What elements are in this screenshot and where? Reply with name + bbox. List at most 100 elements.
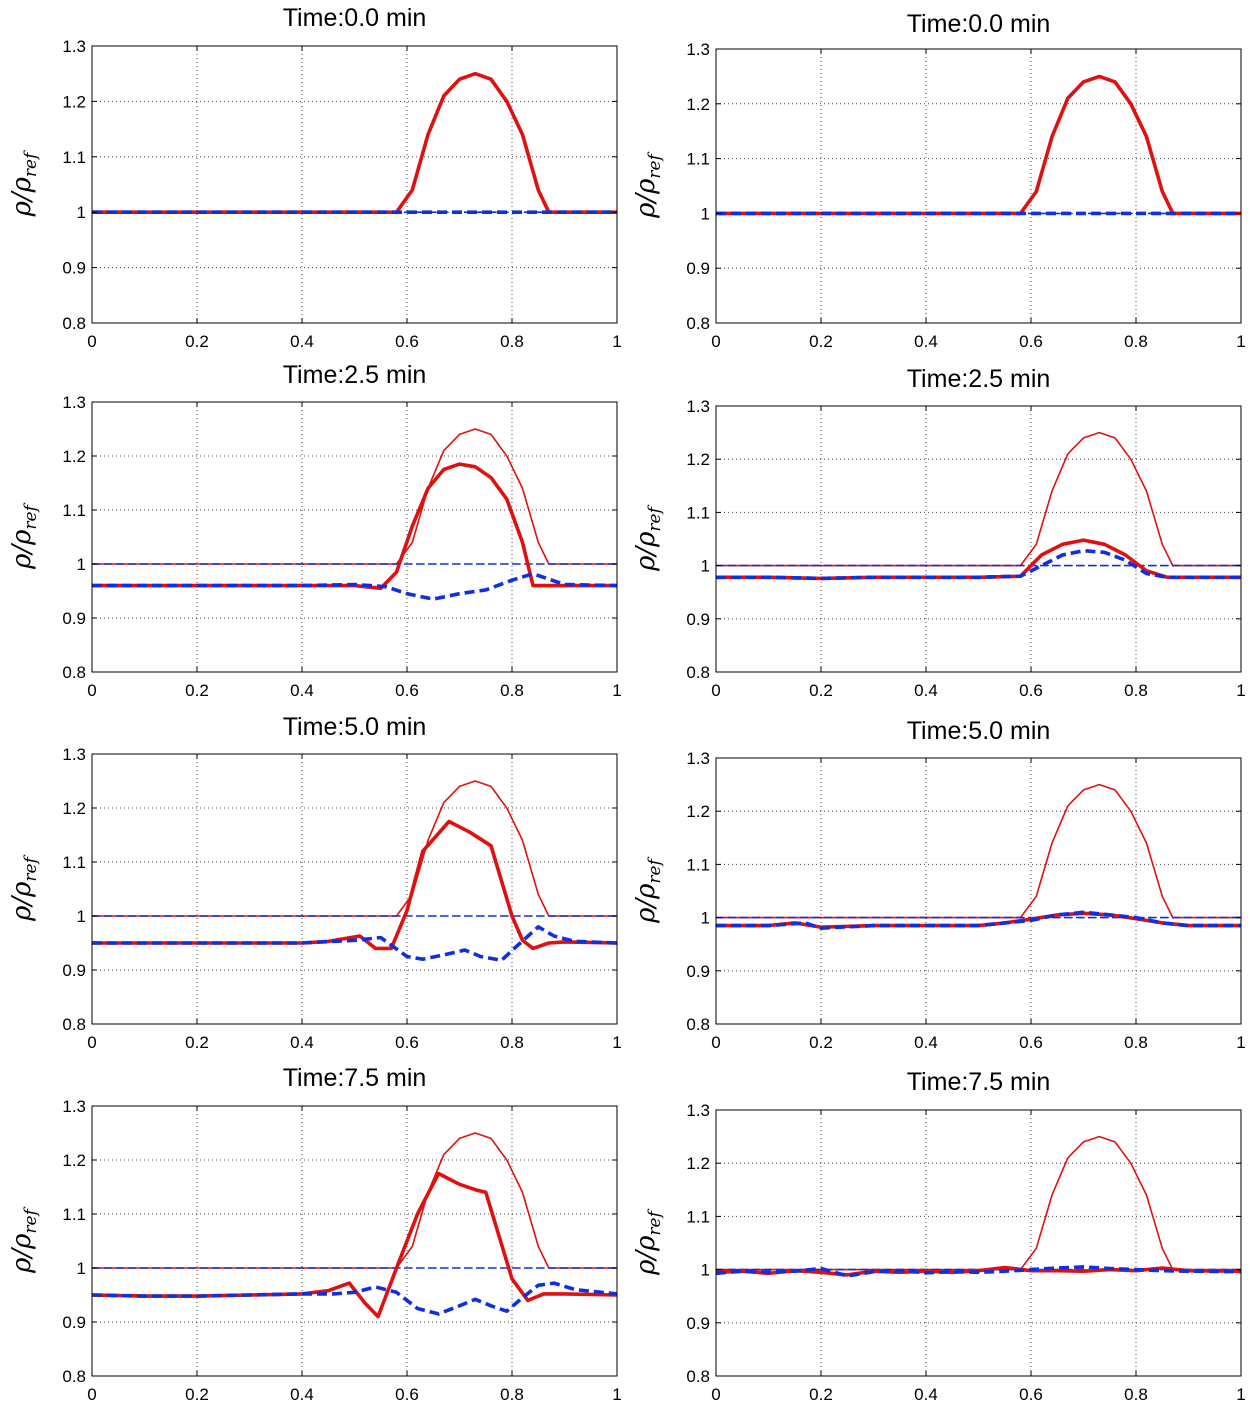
y-tick-label: 0.8 — [62, 314, 86, 333]
y-axis-label: ρ/ρref — [631, 856, 665, 924]
plot-area — [716, 1110, 1241, 1376]
y-tick-label: 1.2 — [686, 95, 710, 114]
y-tick-label: 1.3 — [686, 1101, 710, 1120]
chart-panel: 0 0.2 0.4 0.6 0.8 1 0.8 0.9 1 1.1 1.2 1.3 Time:2.5 m… — [7, 361, 622, 700]
x-tick-label: 0.2 — [809, 332, 833, 351]
y-tick-label: 1.1 — [62, 148, 86, 167]
chart-title: Time:7.5 min — [283, 1064, 427, 1092]
x-tick-label: 0 — [711, 681, 720, 700]
y-axis-label: ρ/ρref — [631, 151, 665, 219]
series-line-blue-current — [92, 571, 618, 601]
plot-area — [716, 406, 1241, 672]
y-tick-label: 1.1 — [62, 501, 86, 520]
x-tick-label: 0.6 — [395, 1385, 419, 1404]
y-tick-label: 0.8 — [686, 1367, 710, 1386]
series-line-blue-current — [92, 924, 618, 963]
y-tick-label: 0.8 — [686, 1015, 710, 1034]
x-tick-label: 0.8 — [1124, 1385, 1148, 1404]
y-tick-label: 1 — [701, 557, 710, 576]
y-tick-label: 1.1 — [686, 1207, 710, 1226]
y-axis-label: ρ/ρref — [7, 1206, 41, 1274]
axes-frame — [91, 1105, 618, 1377]
x-tick-label: 1 — [612, 1385, 621, 1404]
x-tick-label: 0.6 — [395, 332, 419, 351]
y-tick-label: 1 — [77, 907, 86, 926]
plot-area — [92, 754, 617, 1024]
chart-panel: 0 0.2 0.4 0.6 0.8 1 0.8 0.9 1 1.1 1.2 1.3 Time:7.5 m… — [7, 1064, 622, 1404]
axes-frame — [715, 48, 1242, 324]
x-tick-label: 0.8 — [500, 332, 524, 351]
x-tick-label: 0.2 — [809, 1385, 833, 1404]
y-tick-label: 1.3 — [686, 40, 710, 59]
x-tick-label: 0.8 — [500, 681, 524, 700]
y-tick-label: 0.8 — [686, 663, 710, 682]
series-line-blue-current — [715, 1265, 1242, 1278]
y-tick-label: 1.3 — [62, 37, 86, 56]
y-tick-label: 0.8 — [686, 314, 710, 333]
axes-frame — [715, 1109, 1242, 1377]
y-tick-label: 0.9 — [686, 259, 710, 278]
y-tick-label: 1.1 — [686, 855, 710, 874]
x-tick-label: 0.4 — [914, 1385, 938, 1404]
x-tick-label: 1 — [612, 332, 621, 351]
y-tick-label: 1.3 — [686, 749, 710, 768]
y-tick-label: 1 — [701, 909, 710, 928]
x-tick-label: 0 — [711, 1385, 720, 1404]
y-axis-label: ρ/ρref — [631, 504, 665, 572]
y-tick-label: 0.9 — [686, 610, 710, 629]
x-tick-label: 0 — [87, 681, 96, 700]
x-tick-label: 0.8 — [500, 1385, 524, 1404]
x-tick-label: 0.6 — [1019, 332, 1043, 351]
x-tick-label: 0 — [87, 1033, 96, 1052]
x-tick-label: 0 — [711, 332, 720, 351]
y-tick-label: 0.8 — [62, 1015, 86, 1034]
y-tick-label: 1.1 — [62, 853, 86, 872]
x-tick-label: 0.2 — [809, 681, 833, 700]
x-tick-label: 0.8 — [1124, 332, 1148, 351]
chart-panel: 0 0.2 0.4 0.6 0.8 1 0.8 0.9 1 1.1 1.2 1.3 Time:0.0 m… — [631, 10, 1246, 351]
y-tick-label: 1.3 — [686, 397, 710, 416]
x-tick-label: 0.8 — [1124, 681, 1148, 700]
x-tick-label: 0.6 — [395, 1033, 419, 1052]
chart-panel: 0 0.2 0.4 0.6 0.8 1 0.8 0.9 1 1.1 1.2 1.3 Time:5.0 m… — [7, 713, 622, 1052]
chart-panel: 0 0.2 0.4 0.6 0.8 1 0.8 0.9 1 1.1 1.2 1.3 Time:2.5 m… — [631, 365, 1246, 700]
chart-panel: 0 0.2 0.4 0.6 0.8 1 0.8 0.9 1 1.1 1.2 1.3 Time:0.0 m… — [7, 4, 622, 351]
y-tick-label: 1 — [701, 1261, 710, 1280]
y-axis-label: ρ/ρref — [7, 150, 41, 218]
plot-area — [92, 1106, 617, 1376]
chart-title: Time:2.5 min — [907, 365, 1051, 393]
y-tick-label: 1.3 — [62, 393, 86, 412]
x-tick-label: 0 — [711, 1033, 720, 1052]
y-tick-label: 1.2 — [686, 802, 710, 821]
y-tick-label: 0.9 — [62, 1313, 86, 1332]
x-tick-label: 0.2 — [185, 1385, 209, 1404]
y-tick-label: 1.1 — [686, 150, 710, 169]
plot-area — [92, 402, 617, 672]
chart-title: Time:7.5 min — [907, 1068, 1051, 1096]
x-tick-label: 1 — [1236, 1033, 1245, 1052]
y-tick-label: 1.2 — [62, 799, 86, 818]
x-tick-label: 0.2 — [185, 1033, 209, 1052]
y-tick-label: 0.8 — [62, 663, 86, 682]
chart-title: Time:0.0 min — [907, 10, 1051, 38]
y-tick-label: 0.9 — [62, 259, 86, 278]
x-tick-label: 0.6 — [1019, 681, 1043, 700]
x-tick-label: 0.4 — [914, 332, 938, 351]
y-tick-label: 1 — [701, 204, 710, 223]
axes-frame — [91, 753, 618, 1025]
y-tick-label: 1 — [77, 203, 86, 222]
y-tick-label: 1.3 — [62, 745, 86, 764]
x-tick-label: 0.4 — [290, 1033, 314, 1052]
x-tick-label: 0.2 — [185, 681, 209, 700]
axes-frame — [91, 45, 618, 324]
x-tick-label: 0.4 — [914, 681, 938, 700]
y-axis-label: ρ/ρref — [631, 1208, 665, 1276]
plot-area — [716, 49, 1241, 323]
axes-frame — [91, 401, 618, 673]
x-tick-label: 0.4 — [290, 681, 314, 700]
axes-frame — [715, 757, 1242, 1025]
chart-title: Time:0.0 min — [283, 4, 427, 32]
x-tick-label: 0.6 — [395, 681, 419, 700]
series-line-blue-current — [716, 910, 1241, 931]
